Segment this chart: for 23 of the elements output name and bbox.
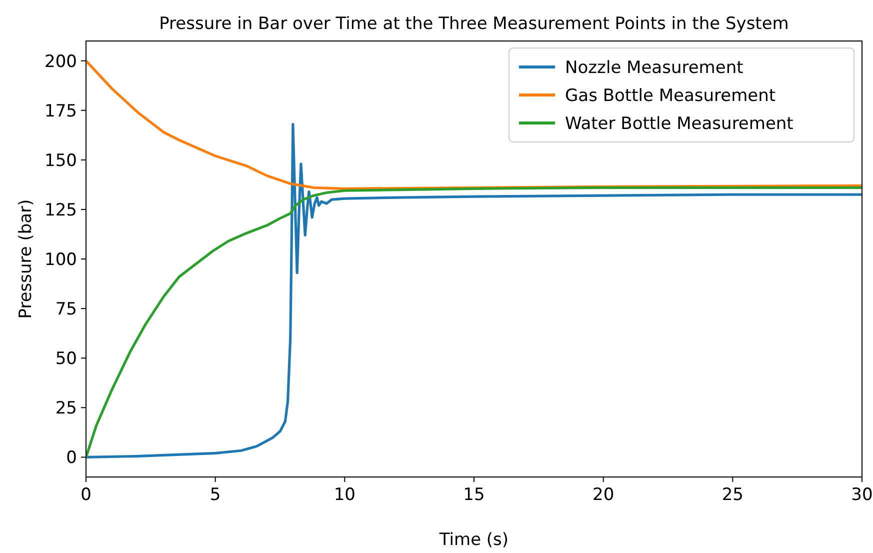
x-tick-label: 30 xyxy=(851,485,873,505)
legend-label: Gas Bottle Measurement xyxy=(565,86,776,106)
y-tick-label: 100 xyxy=(44,250,77,270)
x-tick-label: 25 xyxy=(722,485,744,505)
x-tick-label: 5 xyxy=(210,485,221,505)
y-tick-label: 75 xyxy=(55,299,77,320)
y-tick-label: 200 xyxy=(44,52,77,72)
line-series xyxy=(86,186,862,458)
y-tick-label: 175 xyxy=(44,101,77,122)
legend-label: Water Bottle Measurement xyxy=(565,114,794,134)
y-tick-label: 25 xyxy=(55,398,77,419)
x-tick-label: 10 xyxy=(334,485,356,505)
y-tick-label: 150 xyxy=(44,150,77,171)
x-tick-label: 0 xyxy=(80,485,92,505)
chart-title: Pressure in Bar over Time at the Three Measurement Points in the System xyxy=(159,14,789,34)
x-tick-label: 15 xyxy=(463,485,485,505)
y-tick-label: 0 xyxy=(66,448,77,468)
x-axis-title: Time (s) xyxy=(438,530,509,550)
y-axis-title: Pressure (bar) xyxy=(16,199,36,319)
x-tick-label: 20 xyxy=(592,485,614,505)
legend-label: Nozzle Measurement xyxy=(565,58,744,78)
y-tick-label: 50 xyxy=(55,349,77,370)
y-tick-label: 125 xyxy=(44,200,77,220)
